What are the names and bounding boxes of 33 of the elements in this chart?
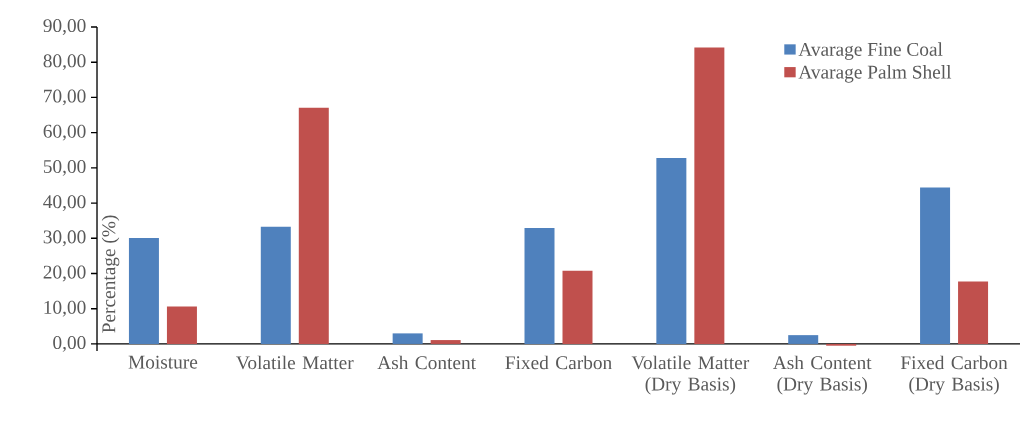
x-tick-label: Ash Content	[377, 355, 476, 370]
y-tick-label: 70,00	[44, 89, 86, 106]
x-tick-label: Volatile Matter	[236, 355, 354, 370]
x-tick-label: Fixed Carbon (Dry Basis)	[900, 355, 1008, 395]
y-tick-label: 80,00	[43, 54, 86, 71]
y-tick-label: 60,00	[43, 124, 86, 141]
bar	[958, 281, 989, 344]
bar	[128, 237, 159, 344]
bar	[430, 340, 461, 344]
bar	[166, 306, 197, 344]
bar	[298, 107, 329, 344]
y-tick-label: 0,00	[53, 336, 86, 352]
bar	[562, 270, 593, 344]
x-tick-label: Moisture	[128, 355, 198, 369]
bar	[920, 187, 951, 344]
y-tick-label: 20,00	[43, 265, 86, 282]
x-tick-label: Ash Content (Dry Basis)	[772, 355, 872, 395]
legend-label: Avarage Fine Coal	[798, 42, 943, 60]
bar	[788, 335, 819, 344]
y-tick-label: 30,00	[43, 230, 86, 247]
x-tick-label: Volatile Matter (Dry Basis)	[631, 355, 750, 395]
bar	[260, 226, 291, 344]
bar	[524, 228, 555, 344]
y-tick-label: 50,00	[43, 159, 86, 176]
bar	[694, 47, 725, 344]
bar	[656, 158, 687, 344]
legend-label: Avarage Palm Shell	[798, 65, 952, 83]
bar	[392, 333, 423, 344]
y-axis-title: Percentage (%)	[101, 215, 120, 333]
y-tick-label: 40,00	[43, 195, 86, 211]
y-tick-label: 10,00	[44, 300, 86, 317]
x-tick-label: Fixed Carbon	[505, 355, 612, 370]
y-tick-label: 90,00	[43, 19, 86, 35]
